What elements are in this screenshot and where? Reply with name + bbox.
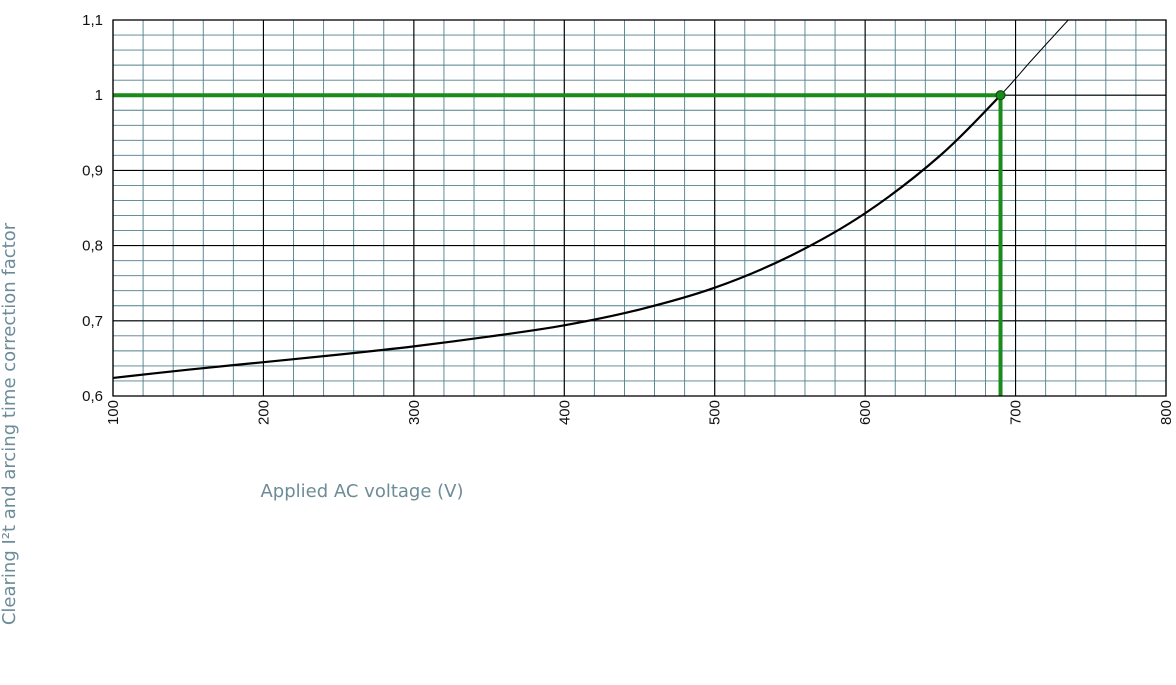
x-tick-label: 200: [255, 400, 272, 425]
x-tick-label: 300: [406, 400, 423, 425]
y-tick-label: 1,1: [82, 12, 103, 29]
y-tick-labels: 0,6 0,7 0,8 0,9 1 1,1: [82, 12, 103, 405]
x-tick-label: 100: [105, 400, 122, 425]
y-tick-label: 1: [95, 87, 103, 104]
x-tick-labels: 100 200 300 400 500 600 700 800: [105, 400, 1175, 425]
x-tick-label: 400: [556, 400, 573, 425]
x-axis-title: Applied AC voltage (V): [260, 481, 463, 502]
series-layer: [113, 20, 1069, 380]
y-tick-label: 0,6: [82, 388, 103, 405]
y-tick-label: 0,7: [82, 313, 103, 330]
x-tick-label: 800: [1158, 400, 1175, 425]
plot-area: [113, 20, 1166, 396]
y-tick-label: 0,8: [82, 238, 103, 255]
reference-lines: [113, 90, 1006, 396]
reference-point: [995, 90, 1006, 101]
y-axis-title: Clearing I²t and arcing time correction …: [0, 222, 20, 625]
x-tick-label: 600: [857, 400, 874, 425]
plot-frame: [112, 19, 1167, 397]
x-tick-label: 500: [707, 400, 724, 425]
y-tick-label: 0,9: [82, 162, 103, 179]
series-line: [113, 93, 1001, 380]
x-tick-label: 700: [1008, 400, 1025, 425]
